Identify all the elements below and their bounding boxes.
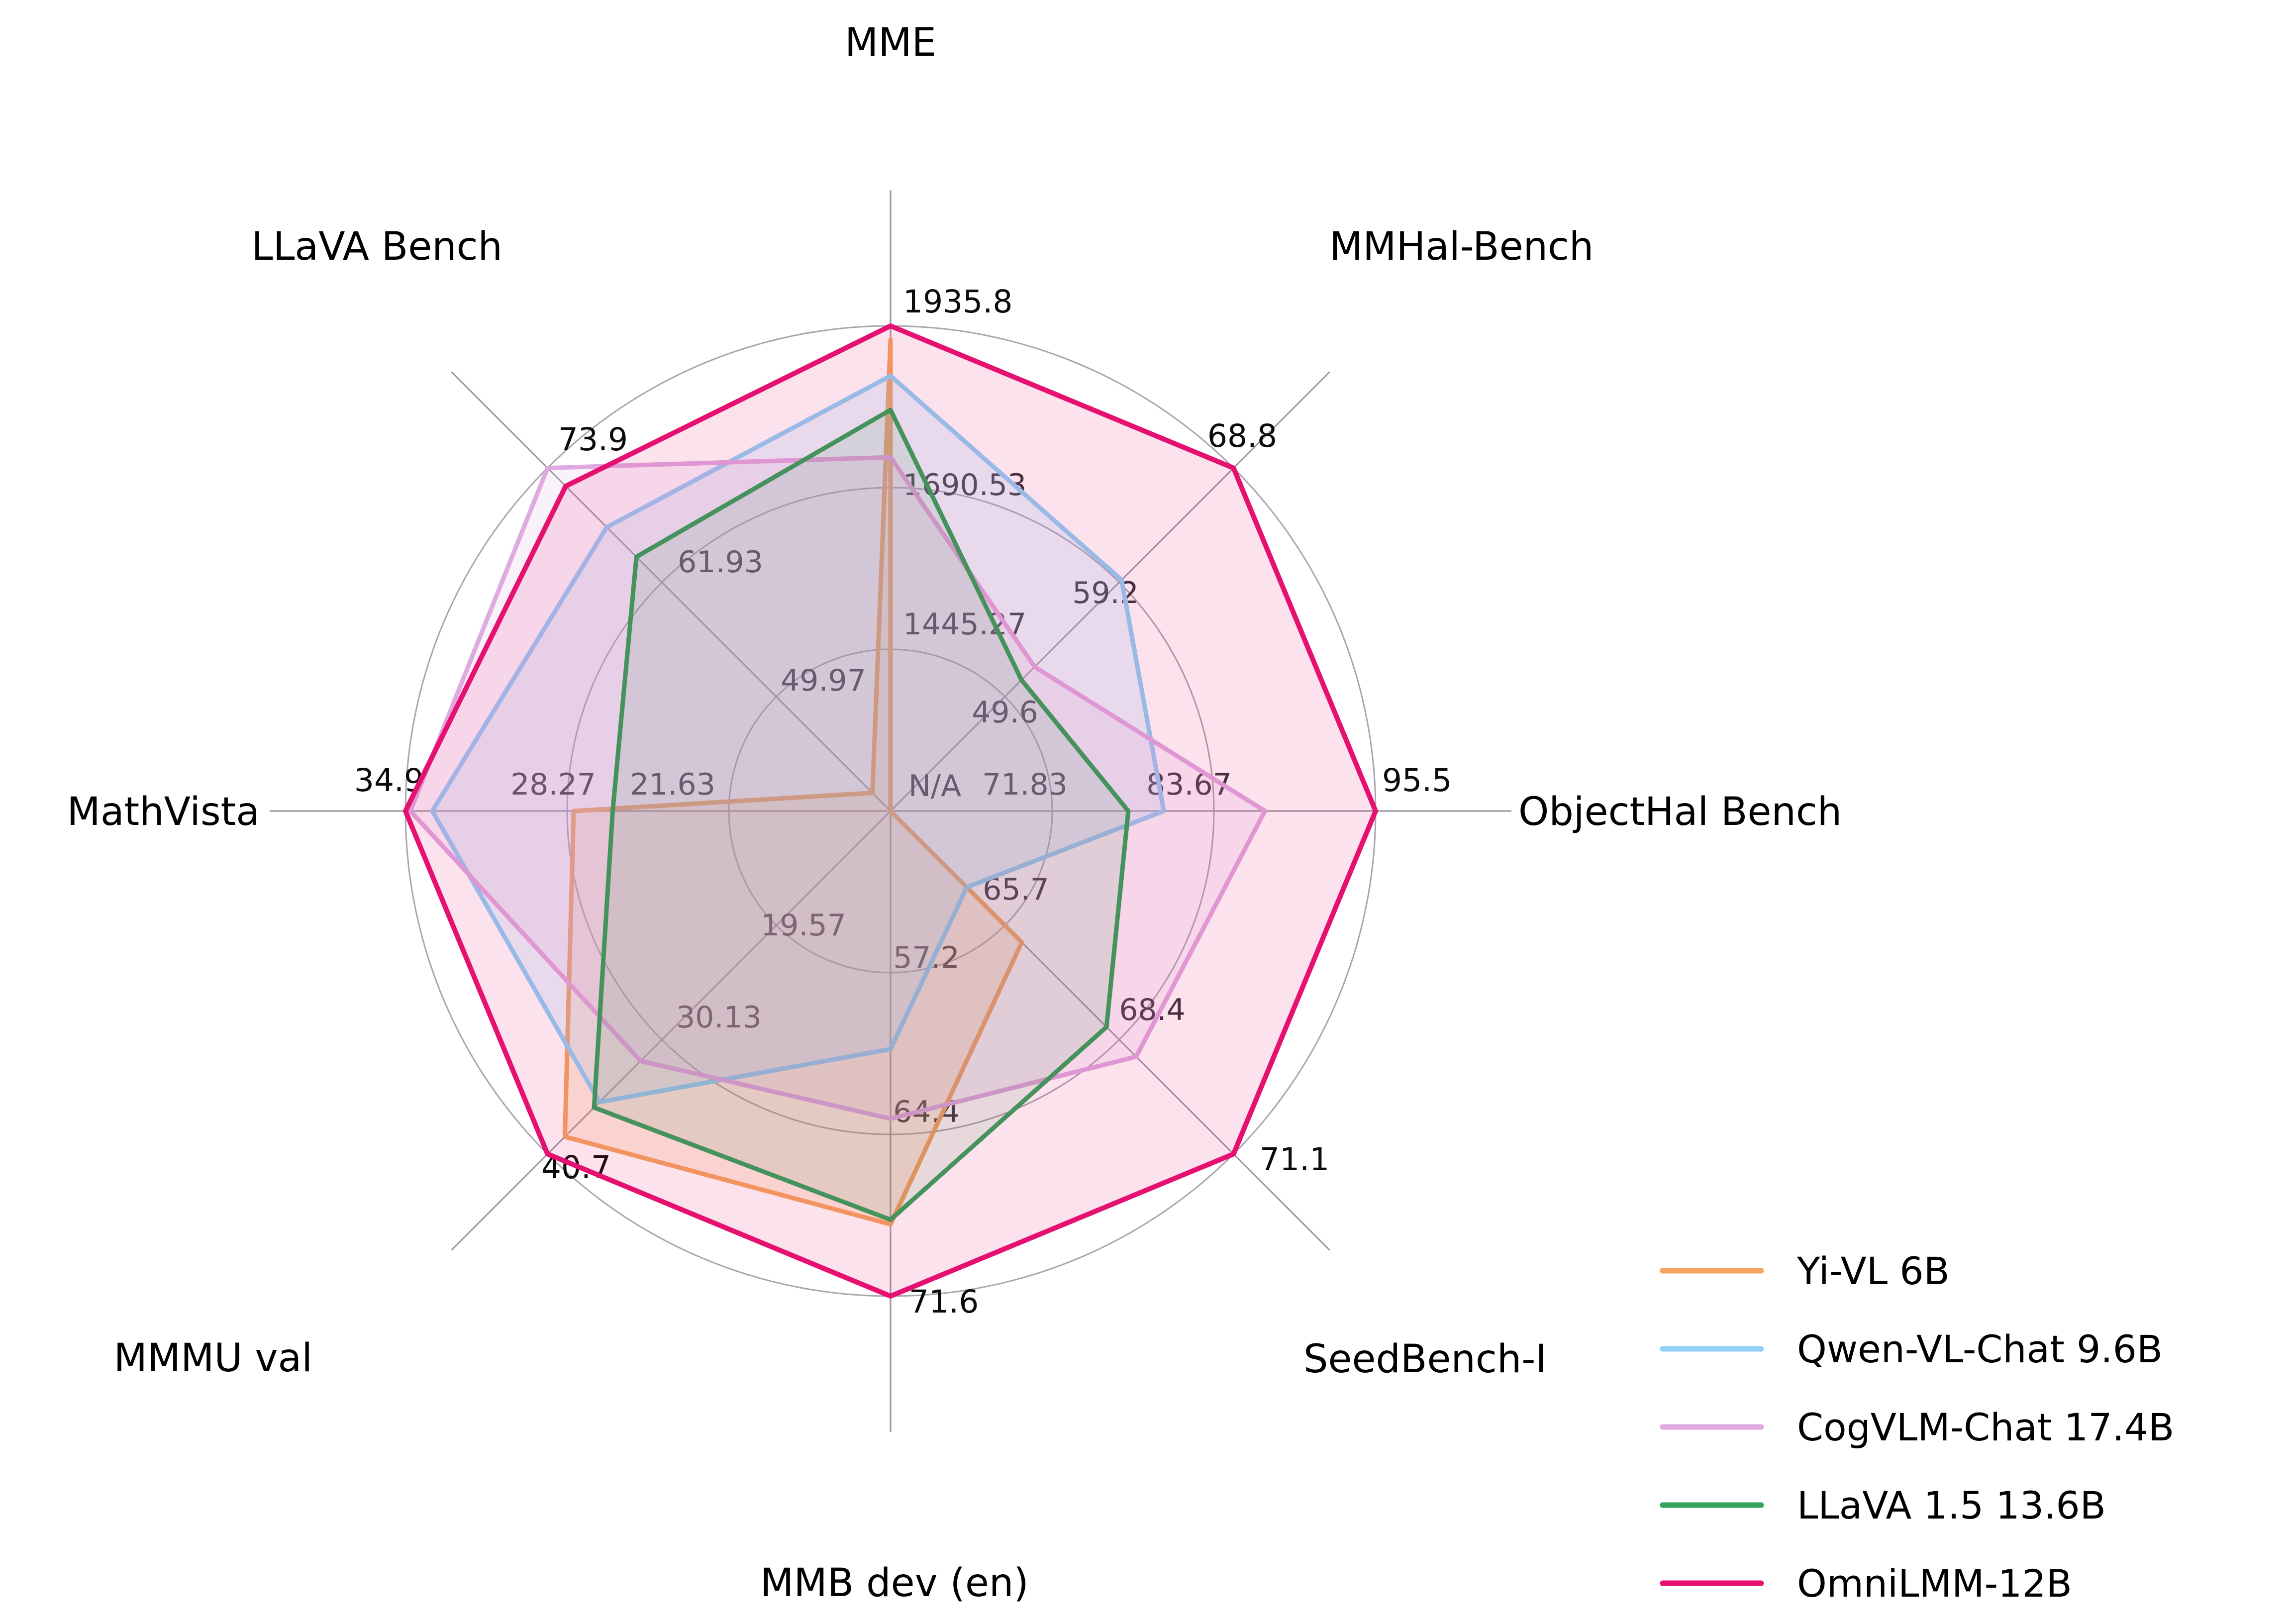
series-polygon-cogvlm-chat-17-4b [408, 455, 1267, 1121]
legend-label: OmniLMM-12B [1797, 1561, 2072, 1606]
tick-label-mmmu-val-0: 19.57 [761, 908, 846, 943]
tick-label-objecthal-bench-0: 71.83 [982, 767, 1068, 802]
legend-label: Yi-VL 6B [1796, 1249, 1950, 1293]
tick-label-mathvista-1: 28.27 [510, 767, 596, 802]
legend-item-llava-1-5-13-6b: LLaVA 1.5 13.6B [1660, 1483, 2106, 1527]
legend: Yi-VL 6B Qwen-VL-Chat 9.6B CogVLM-Chat 17.… [1660, 1249, 2174, 1606]
series-polygon-omnilmm-12b [403, 323, 1378, 1299]
series-polygon-qwen-vl-chat-9-6b [430, 373, 1166, 1105]
legend-label: Qwen-VL-Chat 9.6B [1797, 1327, 2163, 1371]
legend-item-cogvlm-chat-17-4b: CogVLM-Chat 17.4B [1660, 1405, 2174, 1449]
tick-label-mmhal-bench-0: 49.6 [972, 695, 1038, 730]
legend-item-yi-vl-6b: Yi-VL 6B [1660, 1249, 1950, 1293]
axis-title-seedbench-i: SeedBench-I [1303, 1337, 1547, 1382]
tick-label-llava-bench-1: 61.93 [678, 545, 763, 580]
legend-label: LLaVA 1.5 13.6B [1797, 1483, 2106, 1527]
tick-label-seedbench-i-2: 71.1 [1260, 1141, 1329, 1178]
tick-label-mmhal-bench-2: 68.8 [1207, 418, 1277, 454]
axis-title-llava-bench: LLaVA Bench [252, 224, 503, 269]
legend-item-omnilmm-12b: OmniLMM-12B [1660, 1561, 2072, 1606]
series-polygon-yi-vl-6b [562, 337, 1024, 1227]
legend-item-qwen-vl-chat-9-6b: Qwen-VL-Chat 9.6B [1660, 1327, 2163, 1371]
tick-label-llava-bench-0: 49.97 [781, 663, 866, 698]
tick-label-objecthal-bench-2: 95.5 [1382, 762, 1452, 799]
axis-title-objecthal-bench: ObjectHal Bench [1518, 790, 1842, 834]
tick-label-mme-2: 1935.8 [903, 284, 1012, 320]
series-polygon-llava-1-5-13-6b [592, 407, 1131, 1222]
tick-label-center-na: N/A [908, 769, 961, 804]
tick-label-llava-bench-2: 73.9 [558, 421, 628, 458]
tick-label-mmmu-val-1: 30.13 [676, 1000, 762, 1035]
tick-label-mathvista-0: 21.63 [630, 767, 715, 802]
tick-label-mmb-dev-en-2: 71.6 [909, 1284, 979, 1320]
axis-title-mmb-dev-en: MMB dev (en) [760, 1561, 1029, 1606]
axis-title-mathvista: MathVista [67, 790, 260, 834]
axis-title-mmmu-val: MMMU val [114, 1336, 312, 1381]
axis-title-mme: MME [845, 20, 936, 65]
axis-title-mmhal-bench: MMHal-Bench [1329, 224, 1594, 269]
legend-label: CogVLM-Chat 17.4B [1797, 1405, 2174, 1449]
